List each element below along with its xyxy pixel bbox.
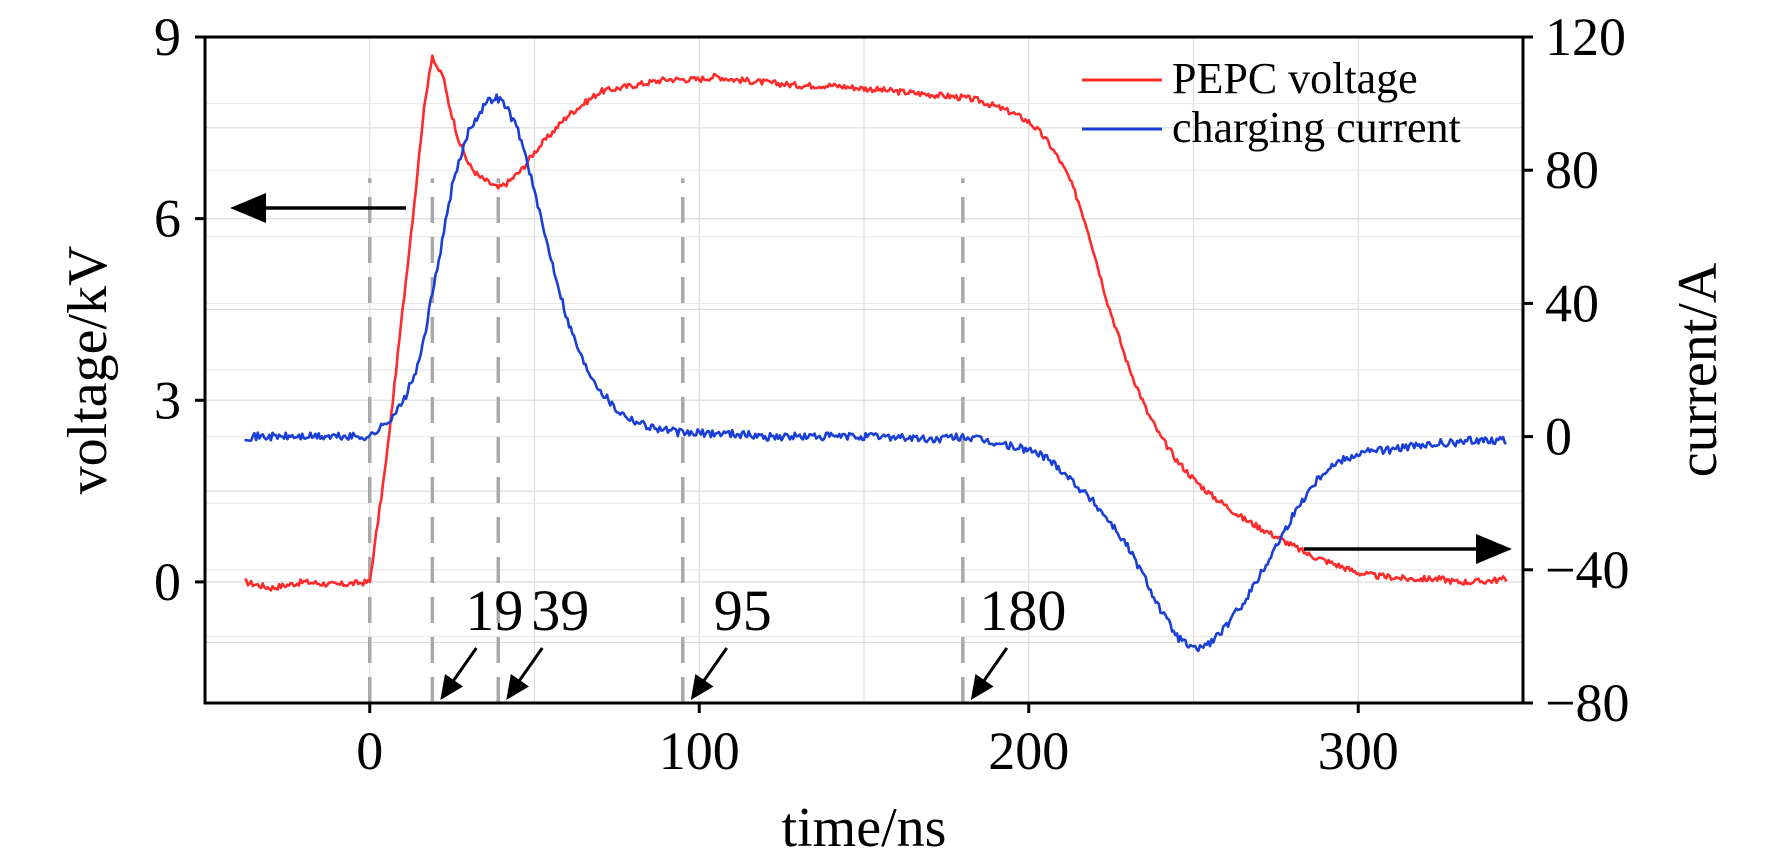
legend: PEPC voltage charging current [1082,54,1461,152]
annotation-label: 39 [531,578,589,643]
y-tick-label: 6 [154,189,181,249]
right-axis-arrowhead [1476,534,1512,564]
axis-indicator-arrows [230,193,1512,564]
annotation-arrowhead [506,674,529,700]
reference-lines [368,178,965,703]
y2-tick-label: 0 [1545,407,1572,467]
plot-frame [203,35,1525,705]
annotation-label: 19 [465,578,523,643]
y-tick-label: 9 [154,7,181,67]
series-lines [244,54,1508,653]
x-tick-label: 200 [988,721,1069,781]
annotation-arrowhead [690,674,714,700]
x-tick-label: 0 [356,721,383,781]
y-tick-label: 0 [154,552,181,612]
y2-tick-label: −80 [1545,673,1629,733]
series-line-current [244,93,1507,653]
legend-label-voltage: PEPC voltage [1172,54,1418,103]
legend-label-current: charging current [1172,103,1461,152]
annotation-label: 180 [979,578,1066,643]
annotation-label: 95 [714,578,772,643]
annotation-arrowhead [440,674,464,700]
x-tick-label: 300 [1318,721,1399,781]
y2-tick-label: 120 [1545,7,1626,67]
vline-annotations: 19 39 95 180 [440,578,1066,700]
left-axis-arrowhead [230,193,266,223]
annotation-arrowhead [970,674,994,700]
y2-tick-label: 40 [1545,273,1599,333]
y2-tick-label: −40 [1545,540,1629,600]
ticks [195,35,1533,713]
x-axis-title: time/ns [782,797,947,859]
y-tick-label: 3 [154,370,181,430]
tick-labels: 0 100 200 300 0 3 6 9 −80 −40 0 40 80 120 [154,7,1629,781]
y-axis-title: voltage/kV [57,246,119,495]
y2-axis-title: current/A [1667,262,1729,477]
series-line-voltage [244,54,1508,592]
y2-tick-label: 80 [1545,140,1599,200]
x-tick-label: 100 [659,721,740,781]
